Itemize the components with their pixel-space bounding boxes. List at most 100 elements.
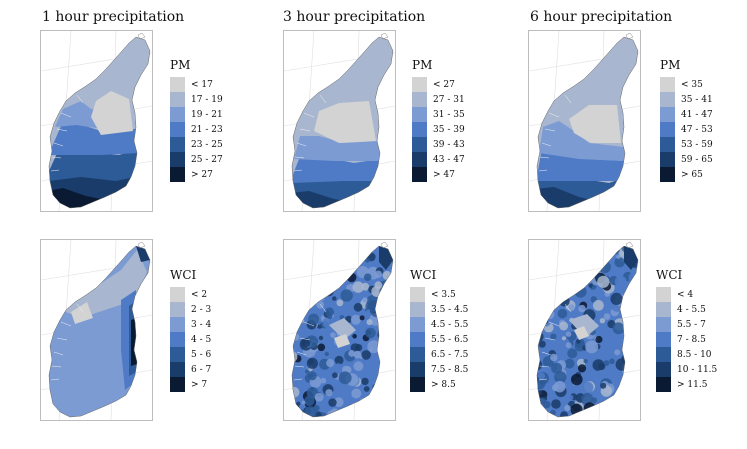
legend-label: 39 - 43 <box>433 139 465 150</box>
legend-item: 3 - 4 <box>170 317 211 332</box>
legend-swatch <box>410 317 425 332</box>
legend-item: > 11.5 <box>656 377 717 392</box>
legend-item: > 8.5 <box>410 377 468 392</box>
legend-swatch <box>410 362 425 377</box>
legend-label: 4.5 - 5.5 <box>431 319 469 330</box>
legend-item: 43 - 47 <box>412 152 465 167</box>
legend-item: 6 - 7 <box>170 362 211 377</box>
legend-label: 2 - 3 <box>191 304 212 315</box>
legend-swatch <box>656 347 671 362</box>
legend-label: 23 - 25 <box>191 139 223 150</box>
map-pm-1h <box>40 30 153 212</box>
legend-swatch <box>170 377 185 392</box>
legend-pm-6h: PM < 35 35 - 41 41 - 47 47 - 53 53 - 59 59 - 6… <box>660 58 713 182</box>
legend-label: 35 - 41 <box>681 94 713 105</box>
legend-label: 3.5 - 4.5 <box>431 304 469 315</box>
legend-swatch <box>412 77 427 92</box>
legend-swatch <box>660 77 675 92</box>
legend-item: 25 - 27 <box>170 152 223 167</box>
legend-item: 7 - 8.5 <box>656 332 717 347</box>
map-svg <box>284 240 395 420</box>
legend-item: 53 - 59 <box>660 137 713 152</box>
legend-swatch <box>170 92 185 107</box>
legend-label: < 2 <box>191 289 208 300</box>
legend-item: 17 - 19 <box>170 92 223 107</box>
legend-swatch <box>170 302 185 317</box>
legend-item: 5.5 - 7 <box>656 317 717 332</box>
legend-wci-1h: WCI < 2 2 - 3 3 - 4 4 - 5 5 - 6 6 - 7 > 7 <box>170 268 211 392</box>
legend-title: PM <box>660 58 681 72</box>
legend-item: > 7 <box>170 377 211 392</box>
legend-swatch <box>656 287 671 302</box>
legend-swatch <box>656 332 671 347</box>
column-title-1h: 1 hour precipitation <box>42 9 185 25</box>
legend-label: < 4 <box>677 289 694 300</box>
legend-item: > 65 <box>660 167 713 182</box>
legend-title: WCI <box>656 268 683 282</box>
legend-swatch <box>170 107 185 122</box>
map-pm-6h <box>528 30 641 212</box>
legend-item: < 2 <box>170 287 211 302</box>
legend-label: 35 - 39 <box>433 124 465 135</box>
legend-label: 4 - 5 <box>191 334 212 345</box>
legend-label: 59 - 65 <box>681 154 713 165</box>
legend-wci-3h: WCI < 3.5 3.5 - 4.5 4.5 - 5.5 5.5 - 6.5 6.5 -… <box>410 268 468 392</box>
legend-label: 19 - 21 <box>191 109 223 120</box>
legend-item: 7.5 - 8.5 <box>410 362 468 377</box>
legend-item: 47 - 53 <box>660 122 713 137</box>
legend-swatch <box>412 167 427 182</box>
map-svg <box>41 31 152 211</box>
map-svg <box>529 31 640 211</box>
legend-title: PM <box>170 58 191 72</box>
legend-item: 19 - 21 <box>170 107 223 122</box>
legend-swatch <box>410 347 425 362</box>
legend-swatch <box>170 332 185 347</box>
map-pm-3h <box>283 30 396 212</box>
legend-label: > 7 <box>191 379 208 390</box>
legend-item: < 35 <box>660 77 713 92</box>
legend-label: 4 - 5.5 <box>677 304 706 315</box>
legend-swatch <box>170 137 185 152</box>
legend-swatch <box>170 317 185 332</box>
legend-title: WCI <box>410 268 437 282</box>
legend-item: 4 - 5 <box>170 332 211 347</box>
legend-item: 10 - 11.5 <box>656 362 717 377</box>
legend-item: 6.5 - 7.5 <box>410 347 468 362</box>
legend-label: < 27 <box>433 79 455 90</box>
legend-label: > 27 <box>191 169 213 180</box>
legend-swatch <box>660 167 675 182</box>
legend-item: 5.5 - 6.5 <box>410 332 468 347</box>
legend-item: < 27 <box>412 77 465 92</box>
legend-item: 31 - 35 <box>412 107 465 122</box>
column-title-3h: 3 hour precipitation <box>283 9 426 25</box>
legend-item: 59 - 65 <box>660 152 713 167</box>
legend-swatch <box>170 152 185 167</box>
legend-label: 53 - 59 <box>681 139 713 150</box>
legend-swatch <box>410 377 425 392</box>
legend-label: < 3.5 <box>431 289 456 300</box>
legend-item: 27 - 31 <box>412 92 465 107</box>
legend-item: > 27 <box>170 167 223 182</box>
legend-swatch <box>412 152 427 167</box>
legend-label: 3 - 4 <box>191 319 212 330</box>
legend-swatch <box>412 107 427 122</box>
legend-title: PM <box>412 58 433 72</box>
legend-label: 7.5 - 8.5 <box>431 364 469 375</box>
legend-swatch <box>660 137 675 152</box>
legend-swatch <box>412 122 427 137</box>
legend-item: 39 - 43 <box>412 137 465 152</box>
legend-label: 8.5 - 10 <box>677 349 712 360</box>
legend-label: > 65 <box>681 169 703 180</box>
map-wci-1h <box>40 239 153 421</box>
map-wci-6h <box>528 239 641 421</box>
legend-swatch <box>170 122 185 137</box>
legend-label: 27 - 31 <box>433 94 465 105</box>
legend-item: 3.5 - 4.5 <box>410 302 468 317</box>
legend-item: < 17 <box>170 77 223 92</box>
legend-label: 7 - 8.5 <box>677 334 706 345</box>
legend-swatch <box>410 332 425 347</box>
legend-label: 41 - 47 <box>681 109 713 120</box>
map-svg <box>529 240 640 420</box>
legend-label: 43 - 47 <box>433 154 465 165</box>
legend-label: 47 - 53 <box>681 124 713 135</box>
